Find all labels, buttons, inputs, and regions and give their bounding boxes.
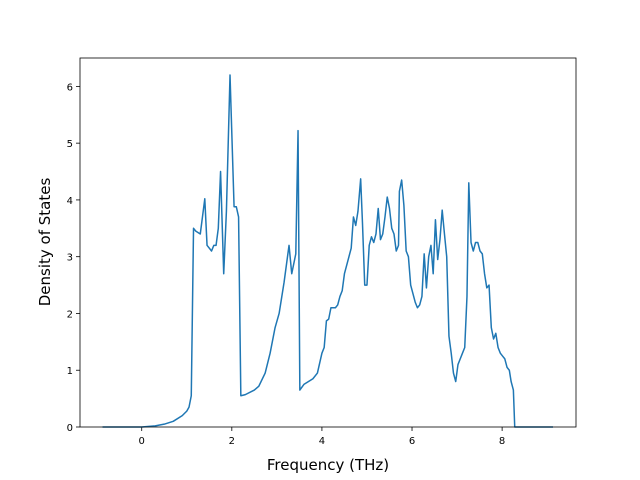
x-axis-title: Frequency (THz) <box>267 456 389 474</box>
y-tick-label: 3 <box>67 253 73 264</box>
plot-frame <box>79 57 577 428</box>
x-tick-label: 2 <box>229 436 235 447</box>
x-tick-label: 0 <box>139 436 145 447</box>
y-tick-label: 0 <box>67 423 73 434</box>
y-tick-label: 1 <box>67 366 73 377</box>
line-series <box>102 74 554 428</box>
y-tick-label: 5 <box>67 139 73 150</box>
y-axis-title: Density of States <box>36 178 54 307</box>
y-tick-label: 6 <box>67 82 73 93</box>
x-tick-label: 6 <box>409 436 415 447</box>
x-tick-label: 4 <box>319 436 325 447</box>
y-tick-label: 2 <box>67 309 73 320</box>
x-tick-label: 8 <box>499 436 505 447</box>
y-tick-label: 4 <box>67 196 73 207</box>
